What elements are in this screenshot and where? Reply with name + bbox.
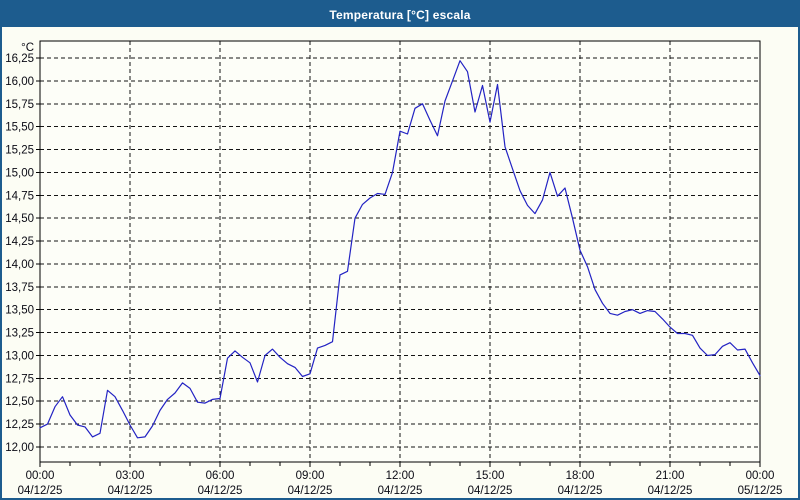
plot-background	[40, 41, 760, 462]
y-axis-tick-label: 15,00	[5, 167, 34, 179]
x-axis-date-label: 04/12/25	[198, 485, 243, 497]
x-axis-date-label: 04/12/25	[378, 485, 423, 497]
x-axis-time-label: 18:00	[566, 470, 595, 482]
y-axis-tick-label: 12,00	[5, 442, 34, 454]
x-axis-time-label: 09:00	[296, 470, 325, 482]
y-axis-tick-label: 14,50	[5, 213, 34, 225]
y-axis-tick-label: 15,25	[5, 145, 34, 157]
x-axis-date-label: 04/12/25	[648, 485, 693, 497]
x-axis-date-label: 05/12/25	[738, 485, 783, 497]
y-axis-tick-label: 12,25	[5, 419, 34, 431]
x-axis-date-label: 04/12/25	[18, 485, 63, 497]
x-axis-time-label: 00:00	[26, 470, 55, 482]
x-axis-time-label: 00:00	[746, 470, 775, 482]
y-axis-tick-label: 16,00	[5, 76, 34, 88]
x-axis-time-label: 12:00	[386, 470, 415, 482]
x-axis-time-label: 15:00	[476, 470, 505, 482]
y-axis-tick-label: 13,00	[5, 350, 34, 362]
x-axis-time-label: 21:00	[656, 470, 685, 482]
y-axis-tick-label: 14,00	[5, 259, 34, 271]
y-axis-tick-label: 12,75	[5, 373, 34, 385]
y-axis-tick-label: 14,75	[5, 190, 34, 202]
title-bar: Temperatura [°C] escala	[2, 2, 798, 27]
y-axis-tick-label: 13,25	[5, 328, 34, 340]
y-axis-unit-label: °C	[21, 42, 34, 54]
plot-border	[39, 40, 761, 463]
chart-title: Temperatura [°C] escala	[329, 7, 471, 22]
y-axis-tick-label: 15,50	[5, 122, 34, 134]
x-axis-date-label: 04/12/25	[558, 485, 603, 497]
y-axis-tick-label: 13,50	[5, 305, 34, 317]
y-axis-tick-label: 12,50	[5, 396, 34, 408]
y-axis-tick-label: 15,75	[5, 99, 34, 111]
x-axis-time-label: 06:00	[206, 470, 235, 482]
x-axis-date-label: 04/12/25	[288, 485, 333, 497]
y-axis-tick-label: 14,25	[5, 236, 34, 248]
y-axis-tick-label: 16,25	[5, 53, 34, 65]
x-axis-time-label: 03:00	[116, 470, 145, 482]
x-axis-date-label: 04/12/25	[108, 485, 153, 497]
temperature-line	[39, 60, 761, 439]
x-axis-date-label: 04/12/25	[468, 485, 513, 497]
y-axis-tick-label: 13,75	[5, 282, 34, 294]
